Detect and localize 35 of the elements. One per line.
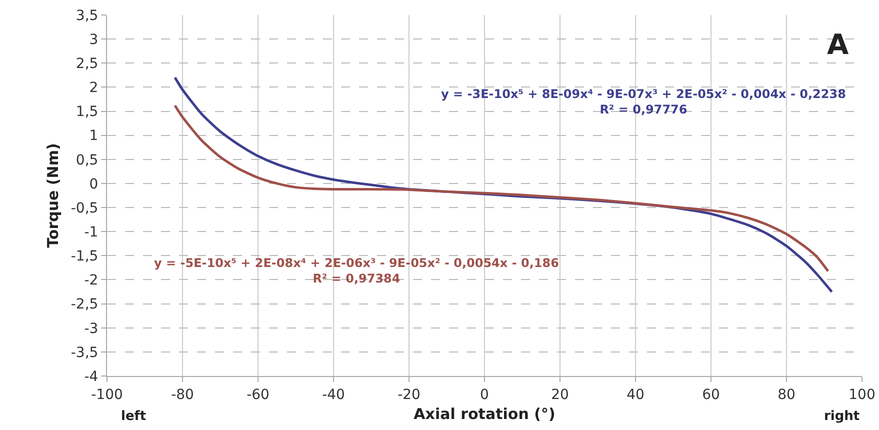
- x-tick-label: 40: [626, 386, 644, 403]
- x-tick-label: -40: [322, 386, 345, 403]
- x-tick-label: -60: [246, 386, 270, 403]
- x-tick-label: -80: [171, 386, 194, 403]
- y-tick-label: 0: [89, 176, 98, 192]
- y-tick-label: -3,5: [70, 344, 98, 361]
- y-tick-label: 3,5: [76, 8, 98, 24]
- x-tick-label: -20: [398, 386, 420, 403]
- x-tick-label: -100: [91, 386, 123, 403]
- y-tick-label: 1,5: [76, 104, 98, 120]
- y-tick-label: -3: [84, 320, 98, 337]
- y-tick-label: -2: [84, 272, 98, 289]
- x-tick-label: 0: [480, 386, 489, 403]
- x-axis-title: Axial rotation (°): [414, 404, 556, 423]
- y-tick-label: -1,5: [70, 248, 98, 265]
- text: left: [121, 409, 146, 424]
- y-tick-label: -4: [84, 368, 98, 385]
- x-tick-label: 20: [551, 386, 569, 403]
- annotation: y = -5E-10x⁵ + 2E-08x⁴ + 2E-06x³ - 9E-05x² - 0,0054x - 0,186 R² = 0,97384: [154, 256, 559, 286]
- x-tick-label: 60: [702, 386, 720, 403]
- y-tick-label: 0,5: [76, 152, 98, 168]
- y-tick-label: -2,5: [70, 296, 98, 313]
- y-axis-title: Torque (Nm): [44, 143, 62, 248]
- annotation: A: [827, 28, 849, 61]
- y-tick-label: -0,5: [70, 200, 98, 216]
- y-tick-label: -1: [84, 224, 98, 240]
- x-tick-label: 100: [848, 386, 876, 403]
- y-tick-label: 3: [89, 32, 98, 48]
- x-tick-label: 80: [778, 386, 796, 403]
- annotation: y = -3E-10x⁵ + 8E-09x⁴ - 9E-07x³ + 2E-05x² - 0,004x - 0,2238 R² = 0,97776: [441, 87, 846, 117]
- y-tick-label: 2: [89, 80, 98, 96]
- text: right: [824, 409, 860, 424]
- line-series: [174, 104, 830, 272]
- y-tick-label: 2,5: [76, 56, 98, 72]
- y-tick-label: 1: [89, 128, 98, 144]
